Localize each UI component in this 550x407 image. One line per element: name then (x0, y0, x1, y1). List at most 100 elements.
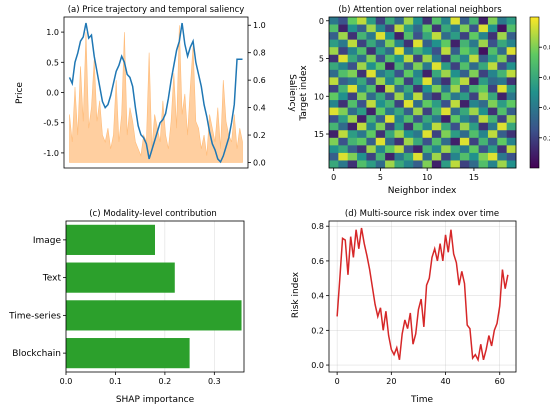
heatmap-cell (403, 92, 414, 101)
heatmap-cell (329, 62, 339, 71)
heatmap-cell (338, 137, 348, 146)
heatmap-cell (450, 122, 461, 131)
risk-line (336, 227, 509, 363)
heatmap-cell (450, 152, 461, 161)
heatmap-cell (431, 17, 442, 25)
heatmap-cell (403, 100, 414, 108)
heatmap-cell (357, 122, 367, 131)
heatmap-cell (347, 77, 358, 86)
ytick-label: 15 (314, 130, 324, 139)
heatmap-cell (403, 54, 414, 63)
heatmap-cell (385, 130, 395, 139)
heatmap-cell (329, 115, 339, 123)
heatmap-cell (329, 54, 339, 63)
heatmap-cell (450, 115, 461, 123)
heatmap-cell (459, 69, 470, 78)
heatmap-cell (441, 122, 451, 131)
heatmap-cell (375, 32, 386, 40)
heatmap-cell (413, 54, 423, 63)
panel-d-grid (329, 221, 516, 372)
heatmap-cell (366, 84, 377, 93)
heatmap-cell (450, 47, 461, 56)
heatmap-cell (329, 145, 339, 154)
heatmap-cell (422, 152, 433, 161)
heatmap-cell (338, 84, 348, 93)
heatmap-cell (469, 122, 479, 131)
heatmap-cell (459, 62, 470, 71)
heatmap-cell (357, 69, 367, 78)
colorbar-tick-label: 0.4 (543, 105, 550, 112)
heatmap-cell (506, 92, 517, 101)
heatmap-cell (366, 17, 377, 25)
xtick-label: 0 (335, 377, 340, 386)
heatmap-cell (478, 115, 489, 123)
xtick-label: 15 (469, 173, 479, 182)
heatmap-cell (366, 107, 377, 116)
heatmap-cell (478, 92, 489, 101)
price-series-line (68, 22, 243, 164)
heatmap-cell (450, 84, 461, 93)
heatmap-cell (497, 77, 507, 86)
heatmap-cell (338, 77, 348, 86)
heatmap-cell (431, 84, 442, 93)
heatmap-cell (497, 69, 507, 78)
heatmap-cell (357, 152, 367, 161)
heatmap-cell (338, 115, 348, 123)
heatmap-cell (366, 152, 377, 161)
heatmap-cell (506, 130, 517, 139)
heatmap-cell (450, 92, 461, 101)
heatmap-cell (469, 137, 479, 146)
heatmap-cell (375, 77, 386, 86)
bar (66, 300, 242, 331)
heatmap-cell (403, 145, 414, 154)
heatmap-cell (413, 92, 423, 101)
heatmap-cell (347, 152, 358, 161)
heatmap-cell (450, 24, 461, 33)
heatmap-cell (347, 107, 358, 116)
heatmap-cell (506, 152, 517, 161)
heatmap-cell (441, 77, 451, 86)
heatmap-cell (469, 130, 479, 139)
panel-a-ylabel: Price (15, 82, 25, 104)
heatmap-cell (450, 69, 461, 78)
heatmap-cell (366, 130, 377, 139)
heatmap-cell (469, 152, 479, 161)
heatmap-cell (506, 84, 517, 93)
heatmap-cell (347, 54, 358, 63)
heatmap-cell (441, 137, 451, 146)
heatmap-cell (469, 47, 479, 56)
heatmap-cell (469, 92, 479, 101)
heatmap-cell (338, 69, 348, 78)
heatmap-cell (487, 69, 498, 78)
heatmap-cell (497, 92, 507, 101)
heatmap-cell (431, 100, 442, 108)
heatmap-cell (441, 130, 451, 139)
panel-d-title: (d) Multi-source risk index over time (345, 209, 499, 219)
heatmap-cell (431, 152, 442, 161)
xtick-label: 0.0 (60, 377, 73, 386)
heatmap-cell (459, 160, 470, 169)
heatmap-cell (357, 17, 367, 25)
heatmap-cell (487, 62, 498, 71)
heatmap-cell (394, 115, 405, 123)
heatmap-cell (347, 47, 358, 56)
heatmap-cell (347, 100, 358, 108)
heatmap-cell (338, 24, 348, 33)
heatmap-cell (385, 47, 395, 56)
heatmap-cell (422, 17, 433, 25)
heatmap-cell (422, 115, 433, 123)
heatmap-cell (487, 115, 498, 123)
heatmap-cell (422, 62, 433, 71)
ytick-label: 0.4 (311, 292, 324, 301)
colorbar (529, 16, 540, 169)
heatmap-cell (413, 39, 423, 48)
heatmap-cell (497, 160, 507, 169)
heatmap-cell (497, 100, 507, 108)
bar (66, 338, 190, 369)
heatmap-cell (487, 137, 498, 146)
heatmap-cell (329, 92, 339, 101)
heatmap-cell (413, 84, 423, 93)
heatmap-cell (338, 122, 348, 131)
heatmap-cell (385, 107, 395, 116)
xtick-label: 40 (440, 377, 450, 386)
